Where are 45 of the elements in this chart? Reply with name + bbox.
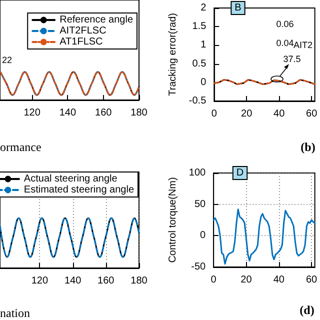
x-tick-label: 0	[211, 108, 218, 120]
y-tick-label: 0	[200, 230, 206, 242]
y-axis-title: Tracking error(rad)	[168, 13, 178, 96]
x-tick-label: 60	[306, 108, 318, 120]
x-tick-label: 0	[210, 274, 217, 286]
legend-label: AT1FLSC	[60, 36, 103, 48]
line-series	[212, 208, 316, 265]
y-tick-label: 100	[188, 168, 206, 178]
y-tick-label: -50	[191, 262, 206, 272]
legend-label: AIT2FLSC	[60, 26, 106, 36]
x-tick-label: 140	[59, 108, 76, 118]
y-tick-label: 1	[200, 40, 207, 51]
x-tick-label: 20	[240, 274, 252, 286]
legend-label: Reference angle	[60, 14, 134, 26]
annotation: 0.06	[276, 19, 294, 29]
x-tick-label: 120	[24, 108, 41, 118]
x-tick-label: 160	[95, 108, 112, 118]
x-tick-label: 180	[130, 276, 148, 286]
x-tick-label: 140	[64, 276, 82, 286]
text: ormance	[0, 140, 42, 154]
x-tick-label: 60	[306, 274, 318, 286]
legend-label: Actual steering angle	[24, 174, 118, 184]
annotation: AIT2	[293, 40, 313, 50]
y-tick-label: -0.5	[188, 96, 207, 106]
y-tick-label: 1.5	[192, 21, 207, 32]
text: nation	[0, 306, 30, 320]
y-axis-title: Control torque(Nm)	[168, 177, 178, 263]
x-tick-label: 120	[31, 276, 48, 286]
text: (b)	[300, 140, 316, 154]
x-tick-label: 20	[241, 108, 253, 120]
y-tick-label: 0.5	[192, 58, 207, 70]
legend-label: Estimated steering angle	[24, 184, 134, 196]
text: 22	[2, 55, 12, 65]
annotation: 0.04	[276, 38, 294, 48]
x-tick-label: 180	[130, 108, 148, 118]
y-tick-label: 50	[194, 198, 206, 210]
x-tick-label: 40	[274, 108, 286, 120]
x-tick-label: 160	[98, 276, 115, 286]
x-tick-label: 40	[273, 274, 285, 286]
annotation: 37.5	[283, 54, 301, 64]
text: (d)	[300, 303, 314, 317]
y-tick-label: 2	[200, 2, 207, 14]
y-tick-label: 0	[200, 76, 207, 88]
annotation: B	[234, 2, 242, 14]
annotation: D	[236, 168, 244, 178]
